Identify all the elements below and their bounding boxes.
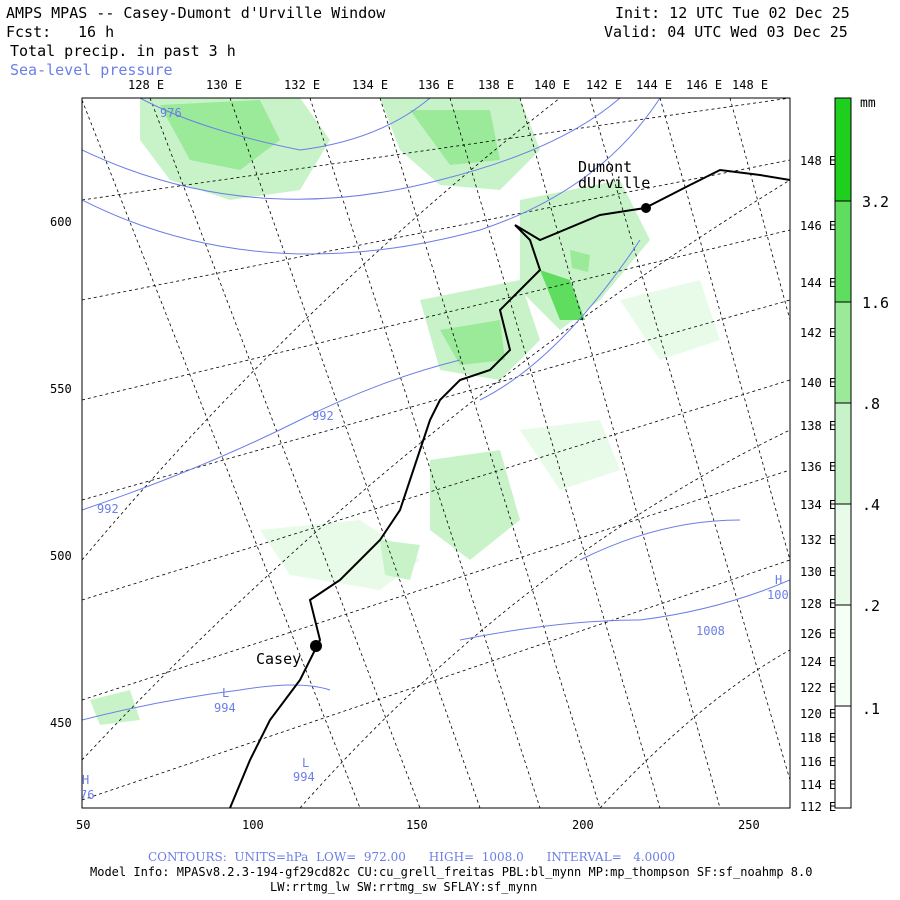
lon-label-top: 140 E [534,78,571,92]
contour-label: 1008 [696,624,725,638]
station-label-dumont: Dumont dUrville [578,158,651,192]
low-center-value: 994 [214,701,236,715]
station-label-casey: Casey [256,650,302,668]
model-info: Model Info: MPASv8.2.3-194-gf29cd82c CU:… [90,865,813,879]
colorbar-level: .1 [862,700,881,718]
lon-label-top: 142 E [586,78,623,92]
lon-label-right: 130 E [800,565,837,579]
lon-label-right: 132 E [800,533,837,547]
init-time: Init: 12 UTC Tue 02 Dec 25 [615,4,850,22]
lon-label-right: 136 E [800,460,837,474]
high-center-value: 76 [80,788,95,802]
lon-label-right: 142 E [800,326,837,340]
forecast-label: Fcst: [6,23,52,41]
y-tick-label: 600 [50,215,72,229]
lon-label-top: 144 E [636,78,673,92]
x-tick-label: 150 [406,818,428,832]
graticule [82,98,790,808]
map-frame [81,97,791,809]
low-center-letter: L [302,756,310,770]
high-center-letter: H [82,773,90,787]
colorbar-level: .8 [862,395,881,413]
lon-label-right: 124 E [800,655,837,669]
lon-label-right: 128 E [800,597,837,611]
precip-shading [90,98,720,725]
field-name: Total precip. in past 3 h [10,42,236,60]
valid-time: Valid: 04 UTC Wed 03 Dec 25 [604,23,848,41]
lon-label-top: 128 E [128,78,165,92]
lon-label-top: 136 E [418,78,455,92]
contour-info: CONTOURS: UNITS=hPa LOW= 972.00 HIGH= 10… [148,850,676,864]
x-tick-label: 100 [242,818,264,832]
colorbar-level: .4 [862,496,881,514]
colorbar-level: 1.6 [862,294,890,312]
forecast-hour: 16 h [78,23,115,41]
high-center-letter: H [775,573,783,587]
lon-label-right: 118 E [800,731,837,745]
lon-label-top: 146 E [686,78,723,92]
y-tick-label: 500 [50,549,72,563]
x-tick-label: 50 [76,818,91,832]
x-tick-label: 250 [738,818,760,832]
colorbar-level: .2 [862,597,881,615]
lon-label-right: 140 E [800,376,837,390]
y-tick-label: 550 [50,382,72,396]
x-tick-label: 200 [572,818,594,832]
lon-label-right: 148 E [800,154,837,168]
lon-label-right: 120 E [800,707,837,721]
map-title: AMPS MPAS -- Casey-Dumont d'Urville Wind… [6,4,386,22]
low-center-value: 994 [293,770,315,784]
lon-label-top: 148 E [732,78,769,92]
lon-label-right: 134 E [800,498,837,512]
lon-label-right: 122 E [800,681,837,695]
lon-label-top: 138 E [478,78,515,92]
lon-label-right: 114 E [800,778,837,792]
pressure-contours [82,98,790,721]
overlay-name: Sea-level pressure [10,61,173,79]
coastline [229,168,790,808]
lon-label-right: 126 E [800,627,837,641]
contour-label: 992 [97,502,119,516]
lon-label-right: 138 E [800,419,837,433]
contour-label: 976 [160,106,182,120]
colorbar-level: 3.2 [862,193,890,211]
contour-label: 992 [312,409,334,423]
lon-label-right: 116 E [800,755,837,769]
lon-label-top: 134 E [352,78,389,92]
y-tick-label: 450 [50,716,72,730]
high-center-value: 100 [767,588,789,602]
lon-label-right: 146 E [800,219,837,233]
lon-label-top: 132 E [284,78,321,92]
dumont-durville-marker [641,203,651,213]
casey-marker [310,640,322,652]
colorbar-boxes [834,97,852,809]
lon-label-top: 130 E [206,78,243,92]
low-center-letter: L [222,686,230,700]
lon-label-right: 144 E [800,276,837,290]
lon-label-right: 112 E [800,800,837,814]
colorbar-unit: mm [860,96,876,111]
model-info-physics: LW:rrtmg_lw SW:rrtmg_sw SFLAY:sf_mynn [270,880,538,894]
